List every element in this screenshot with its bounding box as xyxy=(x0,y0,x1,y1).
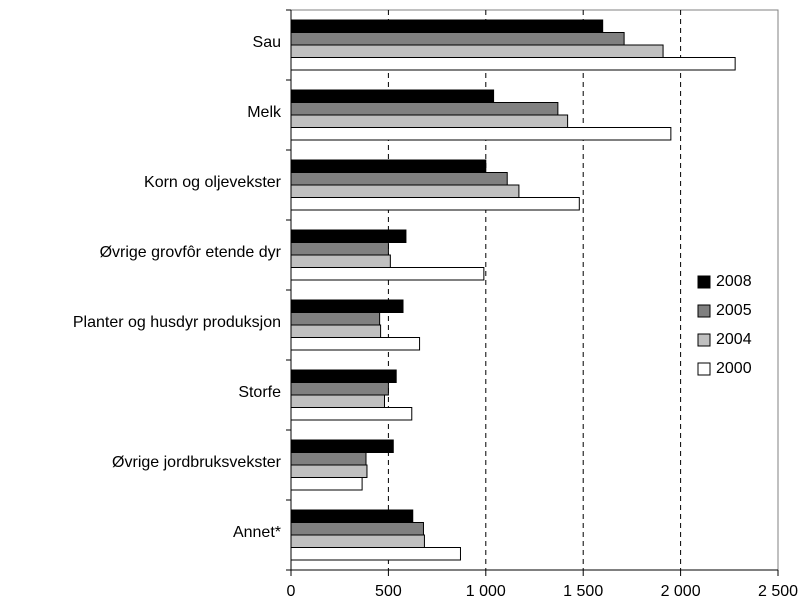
bar xyxy=(290,547,461,561)
x-tick-label: 500 xyxy=(375,583,402,600)
y-tick-label: Sau xyxy=(253,34,281,51)
y-tick-label: Korn og oljevekster xyxy=(144,174,282,191)
bar xyxy=(290,534,425,548)
y-tick-label: Annet* xyxy=(233,524,281,541)
y-tick-label: Melk xyxy=(247,104,282,121)
legend-label: 2000 xyxy=(716,360,752,377)
y-tick-label: Øvrige grovfôr etende dyr xyxy=(100,244,282,261)
bar xyxy=(290,127,672,141)
bar xyxy=(290,324,382,338)
bar xyxy=(290,464,368,478)
legend-swatch xyxy=(697,362,711,376)
y-tick-label: Øvrige jordbruksvekster xyxy=(112,454,282,471)
legend-swatch xyxy=(697,275,711,289)
x-tick-label: 1 000 xyxy=(466,583,506,600)
bar xyxy=(290,299,404,313)
legend-label: 2005 xyxy=(716,302,752,319)
bar xyxy=(290,57,736,71)
bar xyxy=(290,114,569,128)
x-tick-label: 0 xyxy=(287,583,296,600)
bar xyxy=(290,382,389,396)
bar xyxy=(290,337,421,351)
bar xyxy=(290,452,367,466)
y-tick-label: Storfe xyxy=(238,384,281,401)
bar xyxy=(290,102,559,116)
legend-label: 2004 xyxy=(716,331,752,348)
x-tick-label: 1 500 xyxy=(563,583,603,600)
bar xyxy=(290,184,520,198)
bar xyxy=(290,229,407,243)
bar xyxy=(290,509,414,523)
bar xyxy=(290,254,391,268)
bar xyxy=(290,172,508,186)
x-tick-label: 2 000 xyxy=(661,583,701,600)
bar xyxy=(290,407,413,421)
bar xyxy=(290,369,397,383)
bar xyxy=(290,522,424,536)
bar xyxy=(290,197,580,211)
bar xyxy=(290,394,386,408)
bar xyxy=(290,159,487,173)
bar xyxy=(290,439,394,453)
bar xyxy=(290,477,363,491)
legend-swatch xyxy=(697,333,711,347)
y-tick-label: Planter og husdyr produksjon xyxy=(73,314,281,331)
bar xyxy=(290,267,485,281)
bar xyxy=(290,312,381,326)
bar xyxy=(290,32,625,46)
bar xyxy=(290,89,495,103)
bar xyxy=(290,19,604,33)
x-tick-label: 2 500 xyxy=(758,583,798,600)
legend-swatch xyxy=(697,304,711,318)
legend-label: 2008 xyxy=(716,273,752,290)
bar xyxy=(290,242,389,256)
bar xyxy=(290,44,664,58)
